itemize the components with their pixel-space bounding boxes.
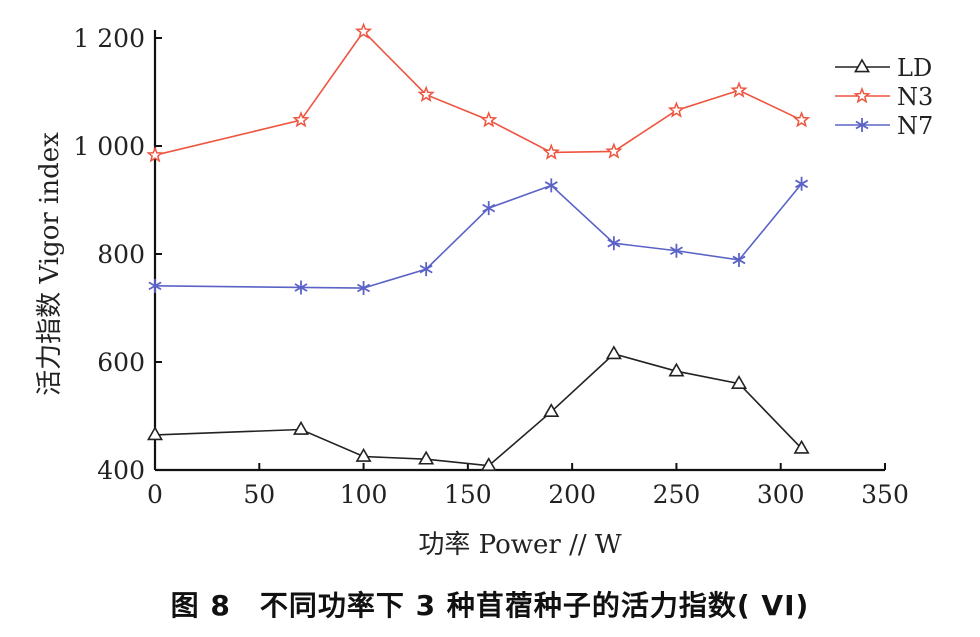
data-point-ld [668, 362, 685, 377]
data-point-ld [793, 439, 810, 454]
y-tick-label: 800 [97, 240, 145, 269]
y-tick-label: 1 000 [73, 132, 145, 161]
legend-marker-n3 [853, 86, 871, 104]
y-tick-label: 1 200 [73, 24, 145, 53]
data-point-n7 [607, 236, 621, 251]
data-point-n3 [730, 81, 748, 98]
x-tick-label: 300 [757, 480, 805, 509]
series-line-ld [154, 353, 803, 467]
data-point-n3 [354, 22, 373, 39]
series-line-n3 [154, 30, 802, 156]
data-point-n3 [292, 110, 310, 128]
x-tick-label: 350 [861, 480, 909, 509]
legend-label-ld: LD [897, 54, 932, 82]
data-point-n7 [148, 278, 162, 293]
data-point-ld [355, 447, 372, 462]
legend-marker-n7 [855, 118, 869, 132]
y-tick-label: 600 [97, 348, 145, 377]
data-point-ld [480, 457, 497, 472]
x-tick-label: 100 [340, 480, 388, 509]
data-point-n7 [669, 243, 683, 258]
legend-label-n7: N7 [897, 112, 933, 140]
x-tick-label: 200 [548, 480, 596, 509]
y-tick-label: 400 [97, 456, 145, 485]
series-line-n7 [154, 183, 803, 289]
data-point-n3 [542, 143, 560, 160]
x-tick-label: 0 [147, 480, 163, 509]
data-point-ld [146, 426, 164, 441]
data-point-n7 [544, 178, 558, 193]
data-point-ld [730, 374, 748, 389]
data-point-n7 [294, 280, 308, 295]
data-point-n7 [732, 252, 746, 267]
y-axis-title: 活力指数 Vigor index [35, 132, 65, 396]
data-point-n7 [357, 281, 371, 296]
legend-marker-ld [853, 58, 871, 73]
data-point-n3 [146, 146, 164, 163]
figure-caption: 图 8 不同功率下 3 种苜蓿种子的活力指数( VI) [170, 589, 810, 622]
line-chart: 0 50 100 150 200 250 300 350 400 600 800 1 000 1 200… [35, 22, 933, 560]
data-point-n3 [480, 110, 498, 128]
data-point-n7 [795, 176, 809, 191]
data-point-n3 [792, 110, 811, 128]
data-point-n7 [419, 262, 433, 277]
data-point-ld [418, 450, 435, 465]
data-point-ld [543, 403, 560, 418]
legend-label-n3: N3 [897, 83, 933, 111]
data-point-n3 [605, 142, 623, 159]
x-tick-label: 50 [243, 480, 275, 509]
data-point-ld [605, 345, 622, 360]
data-point-n3 [417, 85, 435, 103]
data-point-n7 [482, 201, 496, 216]
data-point-n3 [667, 101, 686, 118]
x-tick-label: 150 [444, 480, 492, 509]
x-tick-label: 250 [653, 480, 701, 509]
data-point-ld [292, 420, 310, 435]
x-axis-title: 功率 Power // W [418, 530, 621, 560]
